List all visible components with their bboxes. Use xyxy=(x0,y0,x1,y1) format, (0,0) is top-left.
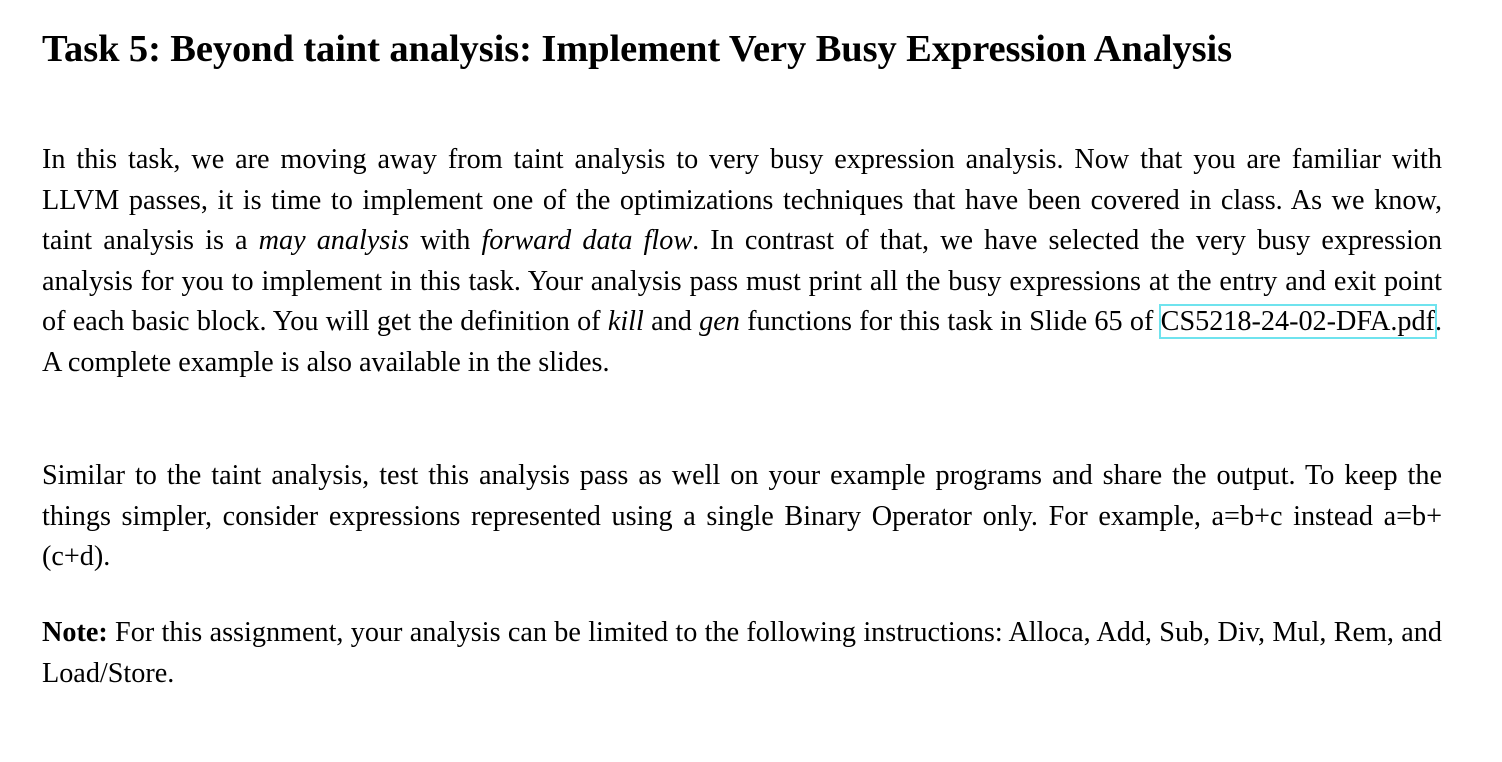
intro-text-2: with xyxy=(409,225,482,256)
kill-emphasis: kill xyxy=(607,306,644,337)
intro-text-1: In this task, we are moving away from ta… xyxy=(42,144,1442,256)
slides-pdf-link[interactable]: CS5218-24-02-DFA.pdf xyxy=(1158,304,1437,339)
note-paragraph: Note: For this assignment, your analysis… xyxy=(42,613,1442,694)
gen-emphasis: gen xyxy=(699,306,740,337)
intro-text-3: . In contrast of that, we have selected … xyxy=(42,225,1442,337)
intro-text-6: . A complete example is also available i… xyxy=(42,306,1442,378)
forward-data-flow-emphasis: forward data flow xyxy=(481,225,693,256)
note-text: For this assignment, your analysis can b… xyxy=(42,617,1442,689)
intro-text-4: and xyxy=(643,306,700,337)
task-title: Task 5: Beyond taint analysis: Implement… xyxy=(42,28,1232,70)
intro-text-5: functions for this task in Slide 65 of xyxy=(739,306,1161,337)
testing-paragraph: Similar to the taint analysis, test this… xyxy=(42,460,1442,572)
intro-paragraph: In this task, we are moving away from ta… xyxy=(42,140,1442,383)
note-label: Note: xyxy=(42,617,108,648)
may-analysis-emphasis: may analysis xyxy=(258,225,410,256)
